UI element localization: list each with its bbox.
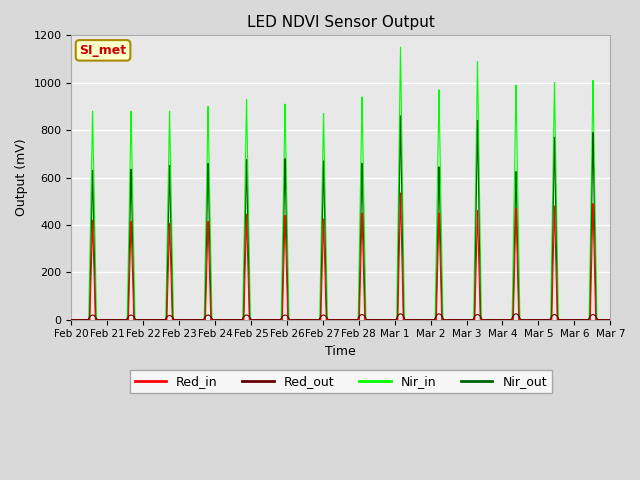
- Text: SI_met: SI_met: [79, 44, 127, 57]
- Legend: Red_in, Red_out, Nir_in, Nir_out: Red_in, Red_out, Nir_in, Nir_out: [129, 370, 552, 393]
- Title: LED NDVI Sensor Output: LED NDVI Sensor Output: [247, 15, 435, 30]
- Y-axis label: Output (mV): Output (mV): [15, 139, 28, 216]
- X-axis label: Time: Time: [326, 345, 356, 358]
